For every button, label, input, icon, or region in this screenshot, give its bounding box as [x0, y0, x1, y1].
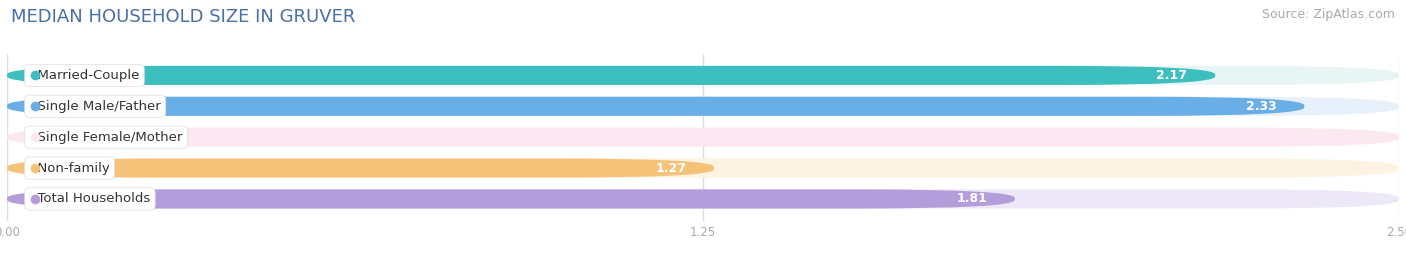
Text: Single Female/Mother: Single Female/Mother	[30, 131, 183, 144]
Text: Married-Couple: Married-Couple	[30, 69, 139, 82]
Text: 2.33: 2.33	[1246, 100, 1277, 113]
Text: 1.27: 1.27	[655, 162, 686, 175]
FancyBboxPatch shape	[7, 97, 1305, 116]
Text: 2.17: 2.17	[1156, 69, 1188, 82]
FancyBboxPatch shape	[7, 158, 714, 178]
Text: MEDIAN HOUSEHOLD SIZE IN GRUVER: MEDIAN HOUSEHOLD SIZE IN GRUVER	[11, 8, 356, 26]
Text: Source: ZipAtlas.com: Source: ZipAtlas.com	[1261, 8, 1395, 21]
FancyBboxPatch shape	[7, 128, 1399, 147]
Text: 0.00: 0.00	[90, 131, 118, 144]
Text: Total Households: Total Households	[30, 192, 150, 206]
Text: Non-family: Non-family	[30, 162, 110, 175]
FancyBboxPatch shape	[7, 189, 1015, 208]
Text: Single Male/Father: Single Male/Father	[30, 100, 162, 113]
Text: 1.81: 1.81	[956, 192, 987, 206]
FancyBboxPatch shape	[7, 66, 1215, 85]
FancyBboxPatch shape	[7, 158, 1399, 178]
FancyBboxPatch shape	[7, 189, 1399, 208]
FancyBboxPatch shape	[7, 97, 1399, 116]
FancyBboxPatch shape	[7, 66, 1399, 85]
